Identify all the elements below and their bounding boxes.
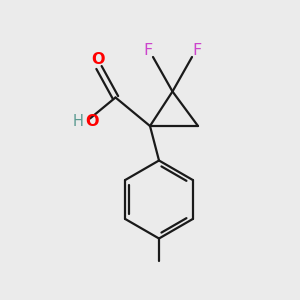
Text: F: F [144,43,153,58]
Text: F: F [192,43,201,58]
Text: H: H [73,114,83,129]
Text: O: O [85,114,99,129]
Text: O: O [91,52,104,68]
